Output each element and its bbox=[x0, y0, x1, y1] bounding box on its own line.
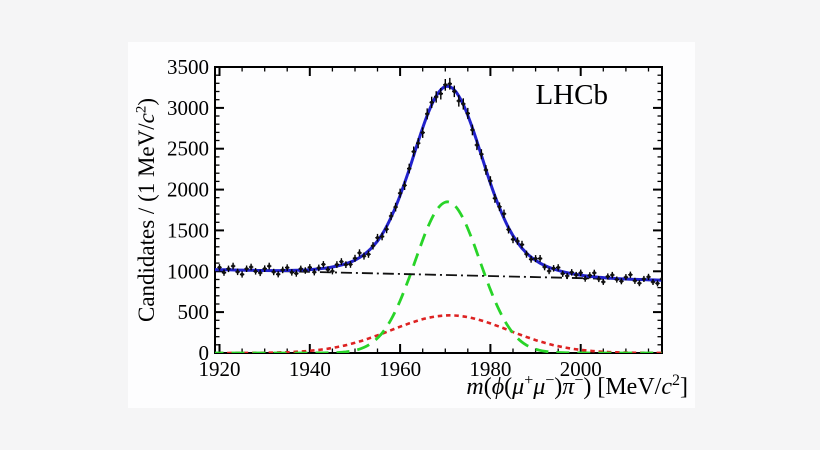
svg-text:1980: 1980 bbox=[469, 357, 511, 381]
svg-text:3500: 3500 bbox=[167, 55, 209, 79]
axis-ticks bbox=[215, 66, 662, 354]
svg-text:2500: 2500 bbox=[167, 137, 209, 161]
experiment-label: LHCb bbox=[535, 79, 608, 111]
x-tick-labels: 1920 1940 1960 1980 2000 bbox=[199, 357, 602, 381]
broad-background-curve bbox=[215, 314, 662, 353]
fit-curves bbox=[215, 84, 662, 353]
svg-text:2000: 2000 bbox=[560, 357, 602, 381]
svg-text:3000: 3000 bbox=[167, 96, 209, 120]
plot-frame bbox=[214, 66, 663, 354]
svg-text:1920: 1920 bbox=[199, 357, 241, 381]
svg-text:1960: 1960 bbox=[379, 357, 421, 381]
svg-text:1000: 1000 bbox=[167, 259, 209, 283]
svg-text:500: 500 bbox=[178, 300, 210, 324]
svg-text:0: 0 bbox=[199, 341, 210, 365]
svg-text:1940: 1940 bbox=[289, 357, 331, 381]
svg-text:2000: 2000 bbox=[167, 178, 209, 202]
svg-text:1500: 1500 bbox=[167, 218, 209, 242]
y-axis-title: Candidates / (1 MeV/c2) bbox=[133, 98, 159, 322]
candidates-histogram bbox=[217, 77, 662, 287]
mass-fit-plot: 1920 1940 1960 1980 2000 0 500 1000 1500 2000 2500… bbox=[133, 55, 688, 400]
signal-curve bbox=[215, 200, 662, 353]
total-fit-curve bbox=[215, 84, 662, 282]
x-axis-title: m(ϕ(μ+μ−)π−) [MeV/c2] bbox=[466, 372, 688, 400]
figure-panel: 1920 1940 1960 1980 2000 0 500 1000 1500 2000 2500… bbox=[128, 42, 695, 408]
y-tick-labels: 0 500 1000 1500 2000 2500 3000 3500 bbox=[167, 55, 209, 365]
